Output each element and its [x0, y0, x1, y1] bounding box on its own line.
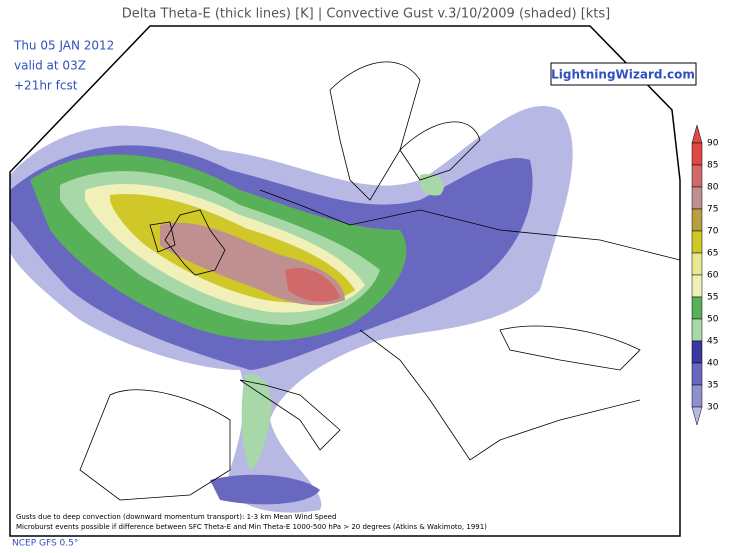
legend-swatch — [691, 252, 703, 276]
coastlines — [79, 61, 680, 501]
legend-swatch — [691, 362, 703, 386]
legend-label: 70 — [707, 227, 719, 237]
legend-label: 45 — [707, 337, 718, 347]
legend-label: 85 — [707, 161, 718, 171]
legend-swatch — [691, 142, 703, 166]
legend-swatch — [691, 124, 703, 144]
legend-label: 60 — [707, 271, 719, 281]
gust-shading — [10, 106, 573, 513]
info-valid: valid at 03Z — [14, 59, 86, 73]
legend: 90 85 80 75 70 65 60 55 50 45 40 35 30 — [691, 124, 719, 426]
legend-swatch — [691, 186, 703, 210]
legend-swatch — [691, 164, 703, 188]
info-forecast: +21hr fcst — [14, 79, 78, 93]
legend-swatch — [691, 406, 703, 426]
map-frame — [9, 25, 681, 537]
legend-label: 50 — [707, 315, 719, 325]
brand: LightningWizard.com — [551, 68, 695, 82]
brand-box — [550, 62, 697, 86]
legend-label: 65 — [707, 249, 718, 259]
info-date: Thu 05 JAN 2012 — [13, 39, 114, 53]
legend-label: 90 — [707, 139, 719, 149]
legend-swatch — [691, 340, 703, 364]
legend-label: 55 — [707, 293, 718, 303]
legend-swatch — [691, 274, 703, 298]
legend-label: 30 — [707, 403, 719, 413]
legend-label: 80 — [707, 183, 719, 193]
legend-swatch — [691, 208, 703, 232]
note: Gusts due to deep convection (downward m… — [16, 513, 336, 521]
legend-swatch — [691, 384, 703, 408]
legend-label: 75 — [707, 205, 718, 215]
note: Microburst events possible if difference… — [16, 523, 487, 531]
legend-swatch — [691, 296, 703, 320]
legend-label: 35 — [707, 381, 718, 391]
legend-swatch — [691, 230, 703, 254]
title: Delta Theta-E (thick lines) [K] | Convec… — [122, 7, 611, 22]
legend-swatch — [691, 318, 703, 342]
legend-label: 40 — [707, 359, 719, 369]
source: NCEP GFS 0.5° — [12, 539, 78, 549]
